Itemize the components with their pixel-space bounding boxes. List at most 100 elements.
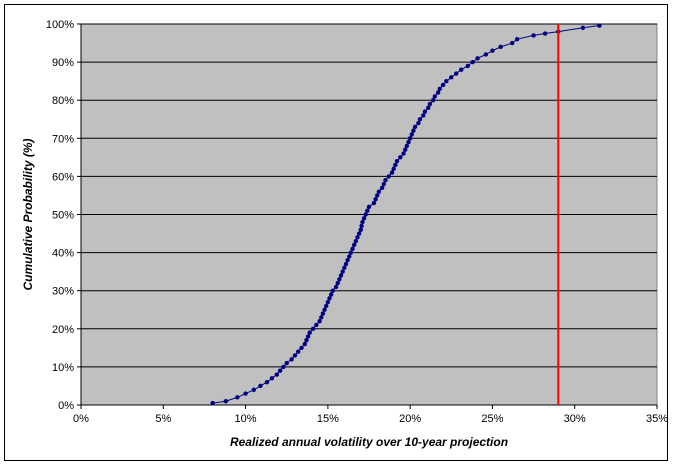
- data-point: [458, 67, 464, 72]
- data-point: [444, 78, 449, 84]
- data-point: [580, 25, 586, 31]
- data-point: [358, 227, 363, 232]
- x-axis-title: Realized annual volatility over 10-year …: [230, 435, 508, 449]
- data-point: [398, 155, 403, 160]
- data-point: [366, 204, 372, 210]
- y-tick-label: 10%: [52, 362, 74, 374]
- data-point: [391, 166, 396, 171]
- data-point: [475, 56, 480, 61]
- data-point: [406, 139, 411, 145]
- y-tick-label: 70%: [52, 133, 74, 145]
- data-point: [292, 353, 298, 358]
- data-point: [296, 349, 301, 354]
- data-point: [483, 52, 489, 57]
- data-point: [223, 398, 229, 404]
- y-tick-label: 80%: [52, 95, 74, 107]
- data-point: [310, 326, 316, 331]
- data-point: [281, 364, 286, 370]
- data-point: [330, 288, 335, 293]
- data-point: [412, 124, 418, 130]
- data-point: [350, 246, 355, 251]
- x-tick-label: 25%: [481, 413, 503, 425]
- data-point: [337, 277, 342, 282]
- data-point: [338, 273, 344, 278]
- x-tick-label: 35%: [646, 413, 668, 425]
- data-point: [333, 284, 339, 290]
- data-point: [363, 212, 368, 217]
- data-point: [417, 117, 423, 122]
- data-point: [422, 109, 428, 114]
- data-point: [289, 357, 294, 362]
- data-point: [365, 208, 370, 213]
- x-tick-label: 30%: [564, 413, 586, 425]
- data-point: [435, 90, 441, 95]
- data-point: [509, 40, 515, 46]
- data-point: [251, 387, 256, 392]
- data-point: [307, 330, 312, 335]
- data-point: [409, 132, 414, 137]
- data-point: [210, 400, 215, 406]
- data-point: [319, 315, 324, 320]
- x-tick-label: 0%: [73, 413, 89, 425]
- data-point: [348, 250, 354, 255]
- data-point: [361, 216, 367, 221]
- data-point: [465, 63, 470, 69]
- data-point: [243, 391, 248, 396]
- data-point: [343, 261, 349, 267]
- data-point: [360, 219, 365, 225]
- data-point: [437, 86, 442, 91]
- data-point: [373, 197, 378, 202]
- data-point: [403, 147, 408, 152]
- data-point: [355, 235, 360, 240]
- data-point: [353, 238, 359, 244]
- data-point: [325, 299, 331, 305]
- y-tick-label: 40%: [52, 248, 74, 260]
- x-tick-label: 20%: [399, 413, 421, 425]
- data-point: [371, 200, 377, 206]
- data-point: [302, 341, 308, 347]
- data-point: [277, 368, 283, 373]
- data-point: [314, 322, 319, 328]
- data-point: [322, 307, 327, 312]
- data-point: [531, 33, 536, 38]
- data-point: [304, 338, 309, 343]
- data-point: [324, 303, 329, 309]
- y-tick-label: 0%: [58, 400, 74, 412]
- y-tick-label: 20%: [52, 324, 74, 336]
- data-point: [351, 242, 357, 248]
- data-point: [430, 98, 436, 103]
- data-point: [327, 296, 332, 301]
- x-axis-ticks: 0% 5% 10% 15% 20% 25% 30% 35%: [73, 405, 668, 425]
- data-point: [269, 376, 275, 381]
- data-point: [305, 334, 311, 339]
- data-point: [381, 181, 387, 187]
- data-point: [514, 37, 520, 42]
- data-point: [340, 269, 345, 274]
- data-point: [328, 292, 334, 297]
- y-axis-title: Cumulative Probability (%): [21, 138, 35, 290]
- data-point: [407, 136, 413, 141]
- data-point: [389, 170, 395, 175]
- data-point: [426, 105, 431, 111]
- data-point: [432, 94, 438, 99]
- data-point: [299, 345, 304, 351]
- data-point: [404, 143, 410, 149]
- data-point: [235, 395, 240, 400]
- gridlines: [80, 23, 657, 406]
- data-point: [383, 178, 388, 183]
- x-tick-label: 10%: [235, 413, 257, 425]
- data-point: [379, 185, 385, 191]
- data-point: [411, 128, 416, 133]
- data-point: [454, 71, 459, 76]
- data-point: [498, 44, 503, 50]
- y-tick-label: 30%: [52, 286, 74, 298]
- y-tick-label: 100%: [46, 19, 74, 31]
- data-point: [427, 101, 433, 107]
- x-tick-label: 5%: [155, 413, 171, 425]
- y-tick-label: 50%: [52, 210, 74, 222]
- data-point: [449, 75, 454, 80]
- data-point: [274, 372, 280, 377]
- data-point: [440, 82, 446, 88]
- data-point: [345, 258, 350, 263]
- x-tick-label: 15%: [317, 413, 339, 425]
